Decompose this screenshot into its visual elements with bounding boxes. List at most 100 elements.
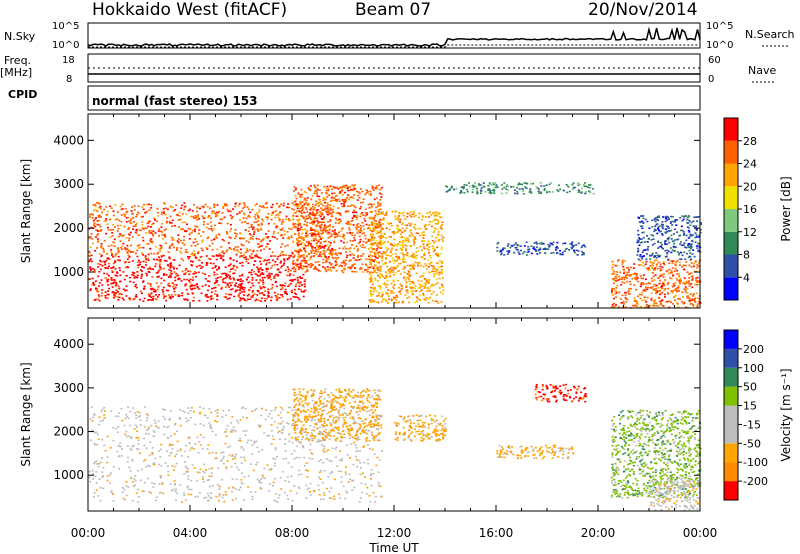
heatmap-cell [351, 270, 354, 273]
heatmap-cell [555, 249, 558, 251]
heatmap-cell [103, 272, 106, 275]
heatmap-cell [371, 244, 374, 246]
heatmap-cell [206, 448, 209, 450]
heatmap-cell [202, 424, 205, 427]
heatmap-cell [275, 493, 278, 495]
heatmap-cell [256, 294, 259, 296]
heatmap-cell [262, 237, 265, 240]
heatmap-cell [253, 264, 255, 266]
heatmap-cell [257, 256, 260, 258]
heatmap-cell [539, 182, 542, 184]
heatmap-cell [96, 234, 99, 236]
heatmap-cell [188, 280, 191, 282]
heatmap-cell [347, 222, 350, 224]
heatmap-cell [98, 462, 101, 465]
heatmap-cell [411, 264, 414, 267]
heatmap-cell [666, 219, 669, 222]
heatmap-cell [386, 265, 389, 268]
heatmap-cell [299, 203, 302, 205]
heatmap-cell [112, 210, 115, 213]
heatmap-cell [362, 201, 365, 204]
heatmap-cell [171, 239, 174, 241]
heatmap-cell [298, 222, 301, 224]
heatmap-cell [687, 215, 690, 218]
heatmap-cell [214, 290, 217, 292]
heatmap-cell [304, 249, 307, 252]
heatmap-cell [274, 281, 277, 284]
heatmap-cell [239, 440, 242, 442]
heatmap-cell [644, 288, 647, 291]
heatmap-cell [410, 287, 413, 290]
heatmap-cell [330, 235, 333, 237]
heatmap-cell [320, 439, 322, 442]
heatmap-cell [661, 299, 664, 301]
heatmap-cell [306, 221, 309, 224]
heatmap-cell [525, 254, 528, 256]
heatmap-cell [578, 183, 581, 186]
heatmap-cell [238, 275, 241, 277]
heatmap-cell [329, 266, 332, 269]
heatmap-cell [395, 294, 398, 297]
heatmap-cell [588, 186, 591, 189]
heatmap-cell [217, 276, 219, 279]
heatmap-cell [686, 287, 689, 290]
heatmap-cell [112, 229, 115, 231]
heatmap-cell [380, 226, 383, 229]
heatmap-cell [493, 183, 495, 186]
heatmap-cell [366, 458, 369, 461]
heatmap-cell [664, 300, 667, 303]
heatmap-cell [695, 236, 698, 238]
heatmap-cell [221, 238, 224, 241]
heatmap-cell [438, 277, 441, 280]
heatmap-cell [327, 203, 330, 206]
heatmap-cell [88, 227, 91, 230]
heatmap-cell [690, 283, 693, 285]
heatmap-cell [373, 222, 376, 225]
heatmap-cell [247, 298, 250, 301]
heatmap-cell [429, 242, 432, 245]
heatmap-cell [378, 192, 381, 195]
heatmap-cell [299, 194, 302, 196]
heatmap-cell [372, 271, 375, 273]
heatmap-cell [305, 241, 308, 243]
heatmap-cell [359, 241, 362, 243]
heatmap-cell [292, 208, 295, 211]
heatmap-cell [351, 234, 354, 237]
nave-tick-high: 60 [708, 55, 721, 66]
heatmap-cell [576, 182, 579, 184]
heatmap-cell [369, 227, 372, 230]
heatmap-cell [624, 291, 627, 294]
heatmap-cell [305, 265, 308, 268]
heatmap-cell [692, 249, 695, 251]
heatmap-cell [121, 208, 124, 210]
heatmap-cell [242, 217, 245, 219]
heatmap-cell [303, 257, 306, 259]
heatmap-cell [271, 203, 274, 206]
heatmap-cell [300, 188, 303, 191]
heatmap-cell [308, 188, 311, 190]
heatmap-cell [572, 182, 575, 184]
heatmap-cell [613, 270, 616, 273]
heatmap-cell [369, 240, 372, 242]
heatmap-cell [208, 215, 211, 217]
heatmap-cell [428, 271, 431, 273]
heatmap-cell [431, 299, 434, 302]
heatmap-cell [153, 288, 156, 291]
heatmap-cell [384, 282, 386, 284]
heatmap-cell [286, 422, 288, 424]
heatmap-cell [215, 280, 218, 282]
heatmap-cell [300, 237, 303, 240]
heatmap-cell [118, 259, 121, 262]
heatmap-cell [432, 291, 435, 293]
heatmap-cell [137, 264, 139, 266]
heatmap-cell [642, 217, 645, 220]
heatmap-cell [217, 233, 220, 235]
heatmap-cell [134, 252, 137, 255]
heatmap-cell [102, 466, 105, 469]
heatmap-cell [229, 230, 232, 233]
heatmap-cell [306, 270, 309, 272]
heatmap-cell [270, 218, 273, 221]
heatmap-cell [670, 215, 673, 218]
heatmap-cell [696, 306, 699, 308]
heatmap-cell [690, 262, 693, 264]
